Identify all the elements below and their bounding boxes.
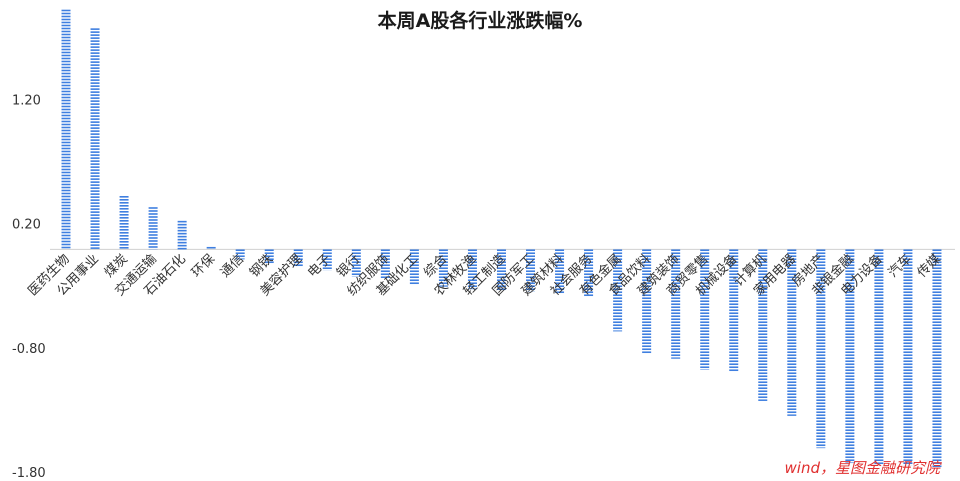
bar <box>555 249 565 294</box>
bar <box>90 28 100 249</box>
bar <box>642 249 652 354</box>
bar <box>671 249 681 359</box>
bar <box>700 249 710 370</box>
bar <box>148 207 158 250</box>
bar <box>177 220 187 250</box>
bar <box>526 249 536 292</box>
bar <box>322 249 332 271</box>
bar <box>264 249 274 264</box>
y-tick-label: -0.80 <box>12 342 46 357</box>
bar <box>351 249 361 277</box>
x-tick-label: 汽车 <box>885 251 915 281</box>
bar <box>729 249 739 372</box>
bar <box>932 249 942 468</box>
bar <box>61 9 71 249</box>
bar <box>409 249 419 285</box>
bar <box>758 249 768 401</box>
bar <box>903 249 913 466</box>
bar <box>119 196 129 249</box>
bars <box>61 9 942 468</box>
y-tick-label: -1.80 <box>12 466 46 481</box>
bar <box>874 249 884 465</box>
bar <box>293 249 303 267</box>
bar <box>584 249 594 297</box>
bar <box>845 249 855 464</box>
bar <box>467 249 477 290</box>
y-tick-label: 1.20 <box>12 93 41 108</box>
bar <box>380 249 390 278</box>
y-axis: 1.20 0.20 -0.80 -1.80 <box>12 93 46 481</box>
source-note: wind，星图金融研究院 <box>785 459 942 477</box>
bar <box>613 249 623 332</box>
bar <box>496 249 506 291</box>
bar <box>206 246 216 249</box>
x-tick-label: 环保 <box>189 252 218 281</box>
bar <box>438 249 448 287</box>
y-tick-label: 0.20 <box>12 218 41 233</box>
bar <box>235 249 245 260</box>
chart-title: 本周A股各行业涨跌幅% <box>378 9 583 32</box>
bar <box>787 249 797 416</box>
bar <box>816 249 826 449</box>
